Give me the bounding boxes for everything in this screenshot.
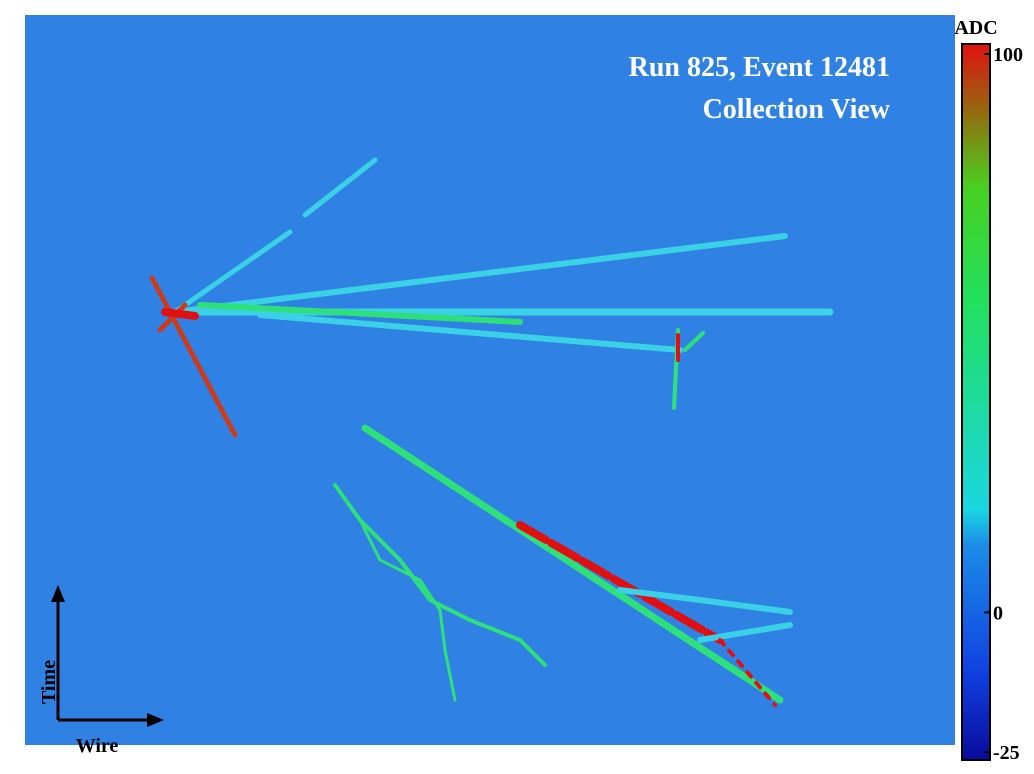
colorbar-label: ADC: [954, 17, 997, 39]
colorbar-tick-label: 0: [993, 602, 1003, 624]
view-label: Collection View: [703, 94, 891, 125]
colorbar: [962, 44, 990, 760]
x-axis-label: Wire: [76, 735, 119, 757]
colorbar-tick-label: 100: [993, 44, 1023, 66]
colorbar-tick-label: -25: [993, 742, 1020, 764]
page: Time Wire Run 825, Event 12481 Collectio…: [0, 0, 1034, 774]
event-title: Run 825, Event 12481: [629, 52, 890, 83]
y-axis-label: Time: [38, 660, 60, 704]
event-display: Time Wire Run 825, Event 12481 Collectio…: [0, 0, 1034, 774]
